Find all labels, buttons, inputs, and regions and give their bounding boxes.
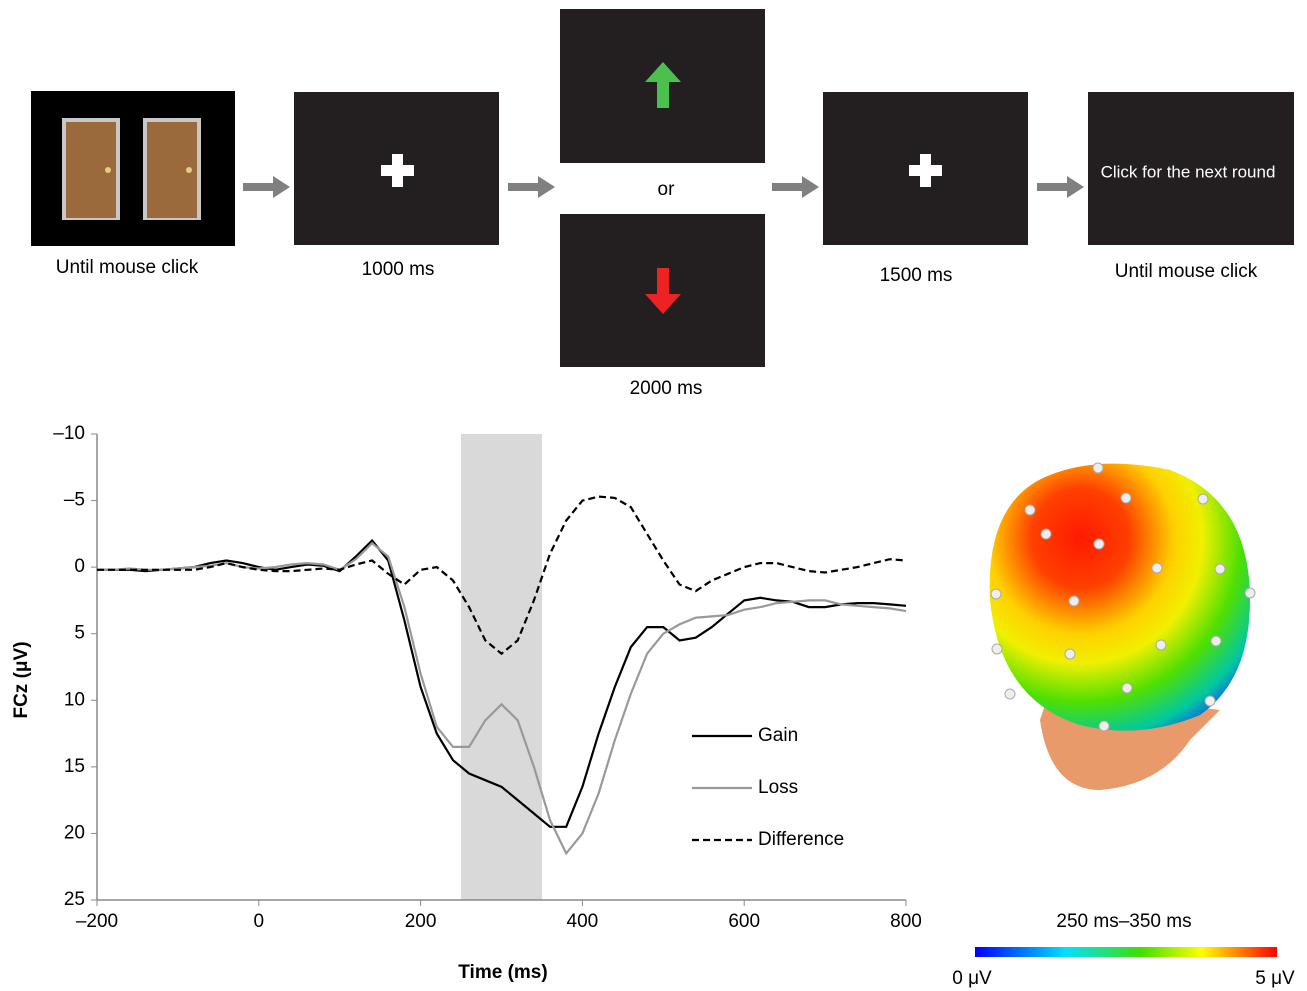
colorbar xyxy=(975,947,1277,957)
y-tick-label: 25 xyxy=(64,889,85,910)
shaded-window xyxy=(461,434,542,900)
x-tick-label: 200 xyxy=(405,911,437,932)
caption: Until mouse click xyxy=(56,257,199,278)
x-tick-label: 0 xyxy=(254,911,265,932)
colorbar-min: 0 μV xyxy=(952,968,992,989)
x-tick-label: 400 xyxy=(567,911,599,932)
scalp-map xyxy=(990,464,1250,731)
trial-diagram: Click for the next round Until mouse cli… xyxy=(31,9,1294,399)
y-tick-label: 0 xyxy=(74,556,85,577)
y-axis-title: FCz (μV) xyxy=(11,641,32,718)
caption: 1500 ms xyxy=(880,265,953,286)
y-tick-label: 10 xyxy=(64,689,85,710)
x-tick-label: 600 xyxy=(728,911,760,932)
figure: Click for the next round Until mouse cli… xyxy=(0,0,1307,991)
x-tick-label: 800 xyxy=(890,911,922,932)
screen xyxy=(31,91,235,246)
caption: 2000 ms xyxy=(630,378,703,399)
y-tick-label: –5 xyxy=(64,490,85,511)
colorbar-max: 5 μV xyxy=(1255,968,1295,989)
legend-label: Gain xyxy=(758,725,798,746)
knob xyxy=(186,167,192,173)
y-tick-label: –10 xyxy=(53,423,85,444)
legend-label: Difference xyxy=(758,829,844,850)
knob xyxy=(105,167,111,173)
y-tick-label: 15 xyxy=(64,756,85,777)
y-tick-label: 5 xyxy=(74,623,85,644)
topography-title: 250 ms–350 ms xyxy=(1056,911,1191,932)
legend-label: Loss xyxy=(758,777,798,798)
x-tick-label: –200 xyxy=(76,911,118,932)
or-label: or xyxy=(658,179,676,200)
topography: 250 ms–350 ms 0 μV 5 μV xyxy=(952,463,1295,989)
y-tick-label: 20 xyxy=(64,822,85,843)
x-axis-title: Time (ms) xyxy=(458,962,547,983)
caption: 1000 ms xyxy=(362,259,435,280)
screen-text: Click for the next round xyxy=(1101,162,1276,181)
caption: Until mouse click xyxy=(1115,261,1258,282)
